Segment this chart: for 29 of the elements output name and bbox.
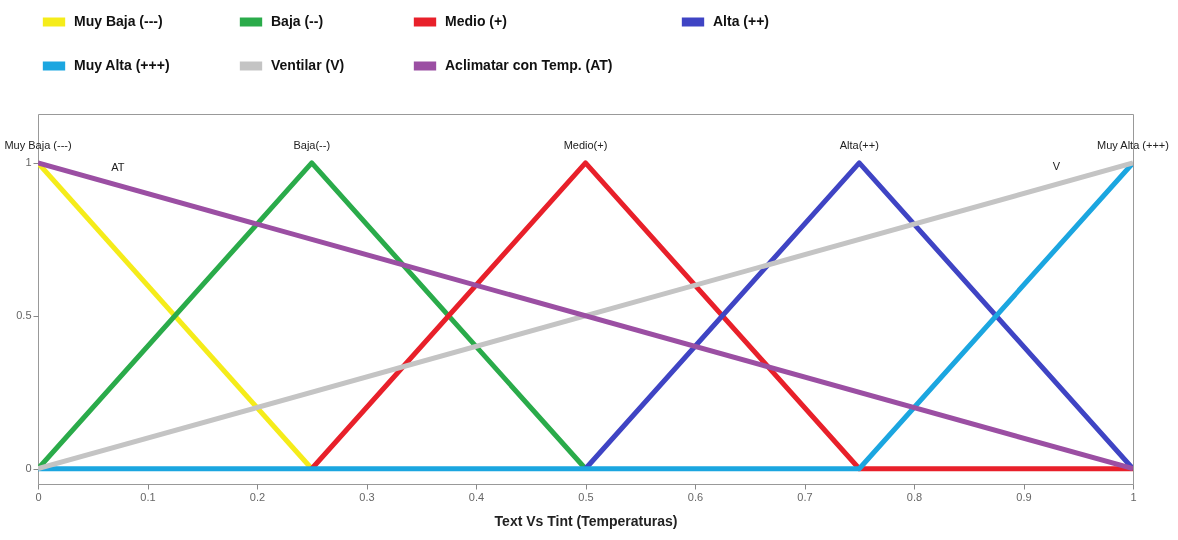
legend-label: Aclimatar con Temp. (AT) <box>445 57 613 73</box>
x-tick-label: 0.3 <box>359 490 375 503</box>
annotation: V <box>1052 160 1061 173</box>
annotation: AT <box>111 161 125 174</box>
x-axis-title: Text Vs Tint (Temperaturas) <box>494 512 678 529</box>
x-tick-label: 0.4 <box>468 490 485 503</box>
annotation: Muy Baja (---) <box>4 138 72 151</box>
x-tick-label: 0.2 <box>249 490 266 503</box>
annotation: Medio(+) <box>563 138 608 151</box>
annotation: Baja(--) <box>293 138 331 151</box>
y-tick-label: 1 <box>25 156 32 169</box>
legend-label: Muy Baja (---) <box>74 13 163 29</box>
y-tick-label: 0.5 <box>16 309 32 322</box>
x-tick-label: 0.9 <box>1016 490 1032 503</box>
x-tick-label: 0.1 <box>140 490 156 503</box>
y-tick-label: 0 <box>25 462 32 475</box>
legend-label: Muy Alta (+++) <box>74 57 170 73</box>
annotation: Muy Alta (+++) <box>1097 138 1169 151</box>
legend-label: Alta (++) <box>713 13 770 29</box>
x-tick-label: 0 <box>35 490 42 503</box>
x-tick-label: 0.8 <box>906 490 923 503</box>
x-tick-label: 0.6 <box>687 490 704 503</box>
legend-label: Ventilar (V) <box>271 57 345 73</box>
x-tick-label: 0.7 <box>797 490 813 503</box>
legend-label: Medio (+) <box>445 13 507 29</box>
annotation: Alta(++) <box>839 138 879 151</box>
x-tick-label: 0.5 <box>578 490 594 503</box>
legend-label: Baja (--) <box>271 13 324 29</box>
x-tick-label: 1 <box>1130 490 1137 503</box>
